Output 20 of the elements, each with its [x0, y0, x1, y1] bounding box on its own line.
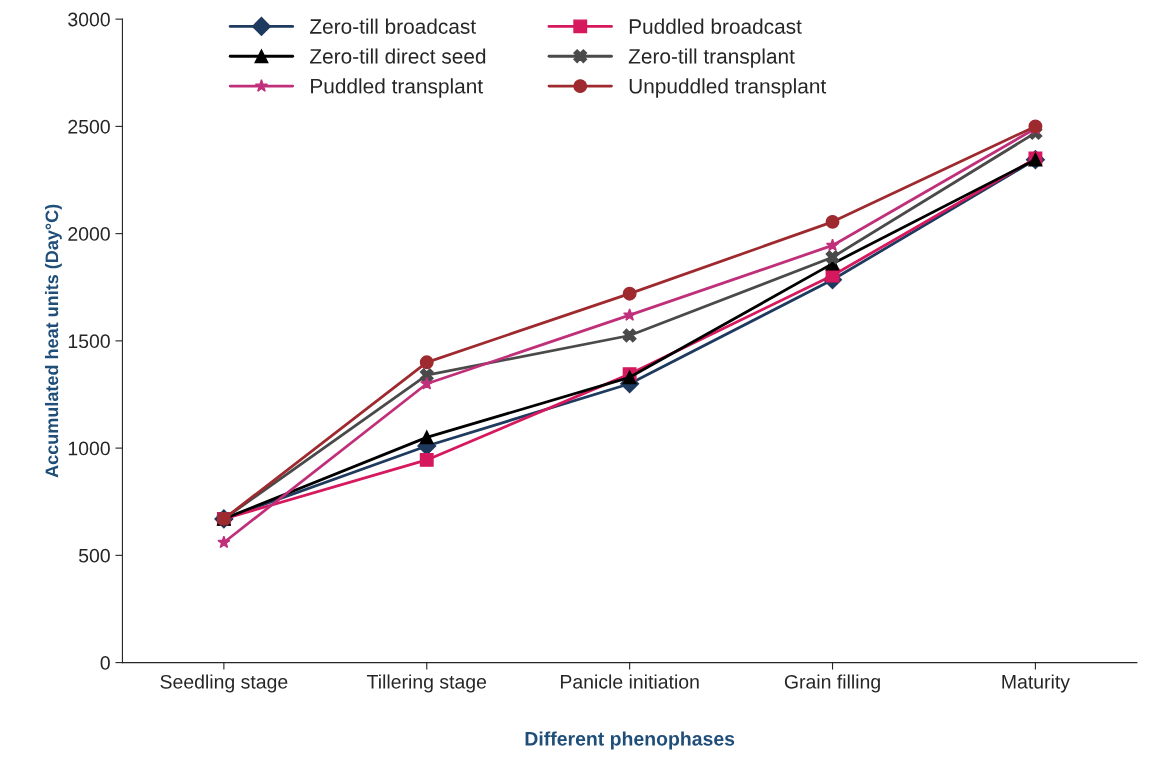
- legend-label: Unpuddled transplant: [629, 78, 827, 98]
- x-axis-title: Different phenophases: [525, 731, 735, 750]
- legend-label: Puddled transplant: [311, 78, 483, 98]
- x-tick-label: Tillering stage: [367, 674, 487, 693]
- y-tick-label: 500: [78, 548, 110, 563]
- x-tick-label: Grain filling: [784, 674, 880, 693]
- y-tick-label: 2500: [68, 119, 110, 134]
- legend-label: Zero-till broadcast: [310, 18, 476, 34]
- y-tick-label: 2000: [68, 227, 110, 241]
- x-tick-label: Maturity: [1002, 674, 1070, 693]
- x-tick-label: Panicle initiation: [560, 674, 699, 689]
- legend-label: Zero-till transplant: [628, 48, 795, 68]
- y-tick-label: 1500: [68, 334, 110, 349]
- y-tick-label: 0: [100, 656, 110, 670]
- y-axis-title: Accumulated heat units (Day°C): [44, 204, 62, 478]
- y-tick-label: 1000: [68, 441, 110, 456]
- y-tick-label: 3000: [68, 12, 110, 27]
- legend-label: Puddled broadcast: [629, 18, 802, 34]
- x-tick-label: Seedling stage: [160, 674, 288, 693]
- legend-label: Zero-till direct seed: [310, 48, 486, 64]
